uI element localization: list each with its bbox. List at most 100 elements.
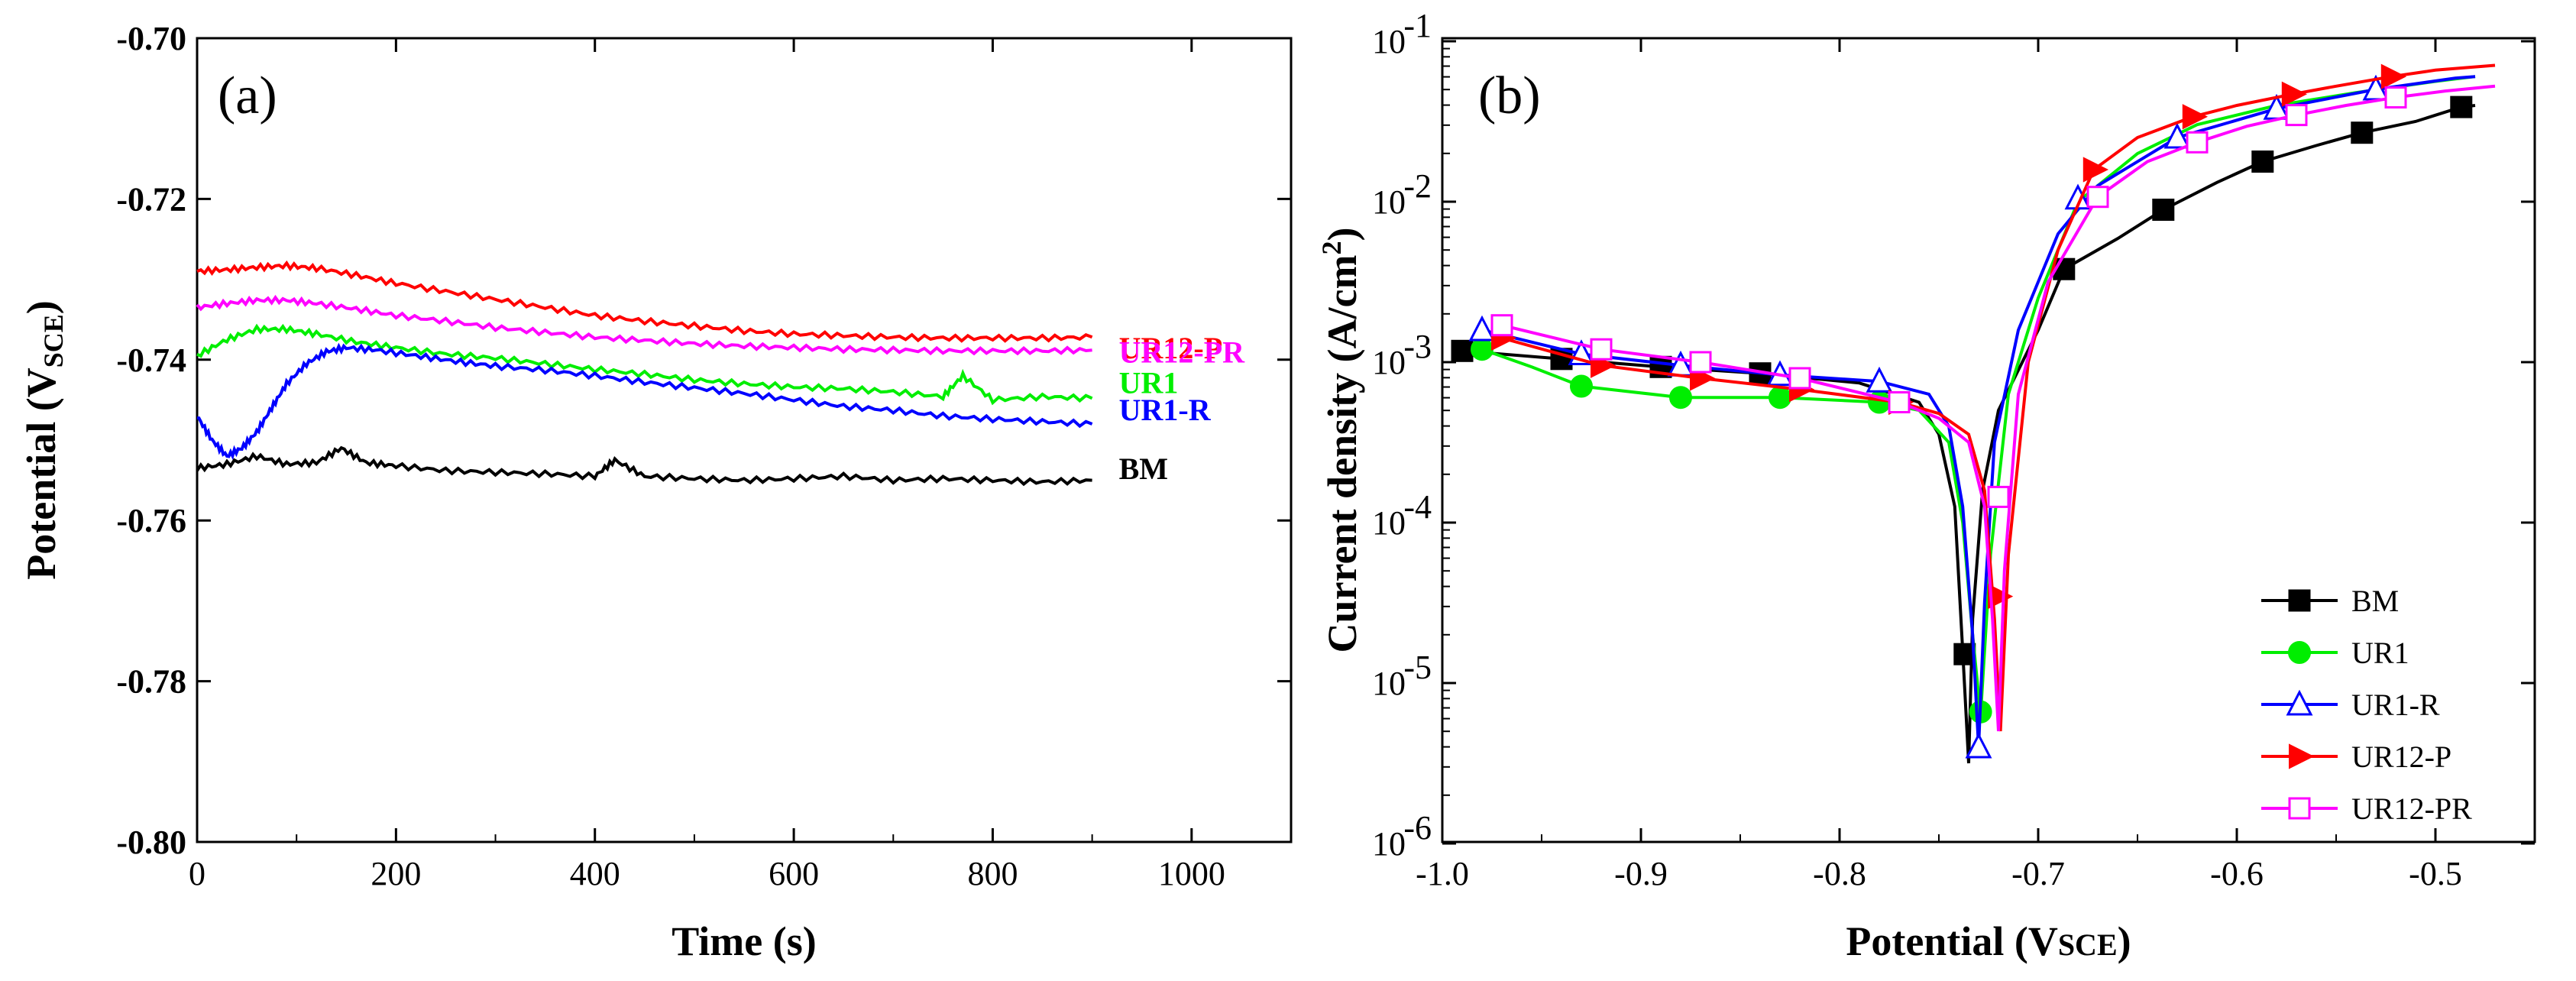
panel-label-b: (b) (1478, 66, 1541, 125)
end-label-a-ur12-p: UR12-P (1119, 331, 1223, 365)
marker-b-ur1-r (1468, 315, 1496, 342)
x-tick-label-b-1: -0.9 (1614, 855, 1668, 892)
marker-b-ur12-pr (1888, 391, 1911, 413)
y-tick-base-b-3: 10 (1372, 344, 1406, 381)
marker-b-ur1 (1669, 386, 1692, 410)
x-tick-label-b-4: -0.6 (2210, 855, 2264, 892)
series-b (1451, 63, 2496, 764)
y-axis-label-b-close: ) (1319, 228, 1365, 241)
y-tick-base-b-2: 10 (1372, 504, 1406, 542)
x-tick-label-b-0: -1.0 (1416, 855, 1469, 892)
panel-b: -1.0 -0.9 -0.8 -0.7 -0.6 -0.510-610-510-410-3… (1316, 7, 2536, 964)
marker-b-bm (1953, 643, 1976, 665)
marker-b-ur12-pr (2384, 86, 2407, 108)
marker-b-ur12-pr (2186, 131, 2209, 154)
marker-b-ur1-r (2163, 122, 2191, 149)
legend-b: BM UR1 UR1-R UR12-P UR12-PR (2261, 584, 2472, 826)
series-line-b-bm (1461, 104, 2476, 764)
legend-label-ur1-r: UR1-R (2351, 688, 2440, 722)
marker-b-ur1 (1769, 386, 1791, 410)
y-tick-label-b-4: 10 (1372, 183, 1406, 221)
marker-b-ur1-r (1965, 732, 1992, 759)
marker-b-bm (2351, 121, 2374, 144)
x-axis-label-b-sub: SCE (2058, 928, 2118, 962)
x-axis-label-a: Time (s) (672, 918, 816, 964)
legend-marker-ur12-p (2289, 743, 2315, 769)
marker-b-bm (1451, 339, 1474, 362)
marker-b-ur12-pr (1689, 351, 1712, 374)
marker-b-ur1 (1570, 374, 1593, 398)
marker-b-ur12-p (1988, 583, 2014, 610)
series-line-b-ur12-pr (1501, 84, 2496, 732)
marker-b-ur12-p (2380, 63, 2407, 89)
plot-frame-a (196, 37, 1293, 843)
series-line-b-ur12-p (1501, 63, 2496, 732)
y-tick-label-b-1: 10 (1372, 665, 1406, 702)
panel-a: 0 200 400 600 800 1000 -0.70 -0.72 -0.74 -0.76 -0.… (18, 20, 1293, 964)
end-label-a-ur1: UR1 (1119, 365, 1179, 400)
end-label-a-ur1-r: UR1-R (1119, 393, 1212, 427)
marker-b-ur12-pr (2285, 104, 2308, 127)
series-line-a-ur1 (196, 323, 1093, 406)
y-tick-exp-b-0: -6 (1403, 809, 1432, 847)
y-tick-base-b-0: 10 (1372, 825, 1406, 863)
legend-label-ur12-pr: UR12-PR (2351, 792, 2472, 826)
marker-b-ur12-pr (1590, 338, 1613, 361)
series-line-a-ur12-p (196, 260, 1093, 343)
y-axis-label-a-sub: SCE (38, 314, 69, 367)
series-line-b-ur1-r (1481, 75, 2476, 748)
legend-marker-bm (2288, 589, 2311, 612)
y-tick-base-b-4: 10 (1372, 183, 1406, 221)
legend-label-ur12-p: UR12-P (2351, 740, 2451, 774)
y-tick-exp-b-4: -2 (1403, 167, 1432, 205)
y-tick-exp-b-2: -4 (1403, 488, 1432, 526)
plot-frame-b (1441, 37, 2536, 843)
panel-label-a: (a) (218, 66, 277, 125)
marker-b-bm (2152, 199, 2175, 221)
ticks-a: 0 200 400 600 800 1000 -0.70 -0.72 -0.74 -0.76 -0.… (116, 20, 1291, 892)
marker-b-bm (2251, 151, 2274, 173)
y-axis-label-b-sup: 2 (1316, 241, 1347, 255)
series-line-b-ur1 (1481, 75, 2476, 716)
x-axis-label-b-main: Potential (V (1846, 918, 2057, 964)
x-tick-label-a-0: 0 (189, 855, 205, 892)
legend-label-bm: BM (2351, 584, 2399, 618)
x-tick-label-b-5: -0.5 (2409, 855, 2462, 892)
y-axis-label-a-close: ) (18, 300, 64, 314)
legend-marker-ur12-pr (2288, 797, 2311, 820)
y-tick-exp-b-5: -1 (1403, 7, 1432, 44)
y-tick-exp-b-1: -5 (1403, 649, 1432, 686)
legend-marker-ur1 (2288, 641, 2311, 664)
x-tick-label-a-5: 1000 (1158, 855, 1225, 892)
marker-b-ur12-pr (1788, 367, 1811, 390)
y-axis-label-a: Potential (VSCE) (18, 300, 69, 579)
y-axis-label-b: Current density (A/cm2) (1316, 228, 1365, 653)
marker-b-ur12-pr (1987, 485, 2010, 508)
x-tick-label-b-3: -0.7 (2011, 855, 2065, 892)
marker-b-bm (2450, 96, 2473, 118)
series-line-a-ur12-pr (196, 294, 1092, 356)
y-tick-label-b-2: 10 (1372, 504, 1406, 542)
x-tick-label-a-3: 600 (769, 855, 819, 892)
y-tick-base-b-5: 10 (1372, 23, 1406, 60)
y-tick-exp-b-3: -3 (1403, 328, 1432, 365)
legend-marker-ur1-r (2286, 689, 2313, 716)
legend-label-ur1: UR1 (2351, 636, 2409, 670)
marker-b-ur1 (1471, 338, 1493, 361)
marker-b-ur12-pr (1490, 314, 1513, 337)
x-tick-label-b-2: -0.8 (1813, 855, 1866, 892)
x-axis-label-b: Potential (VSCE) (1846, 918, 2131, 964)
y-axis-label-a-main: Potential (V (18, 367, 64, 579)
x-tick-label-a-4: 800 (967, 855, 1018, 892)
x-tick-label-a-1: 200 (371, 855, 421, 892)
y-axis-label-b-main: Current density (A/cm (1319, 255, 1365, 653)
y-tick-label-b-0: 10 (1372, 825, 1406, 863)
x-axis-label-b-close: ) (2118, 918, 2131, 964)
series-a (196, 260, 1093, 487)
series-line-a-bm (196, 445, 1092, 487)
marker-b-ur12-p (2082, 157, 2109, 183)
marker-b-ur12-pr (2086, 186, 2109, 209)
marker-b-ur12-p (2182, 104, 2209, 130)
